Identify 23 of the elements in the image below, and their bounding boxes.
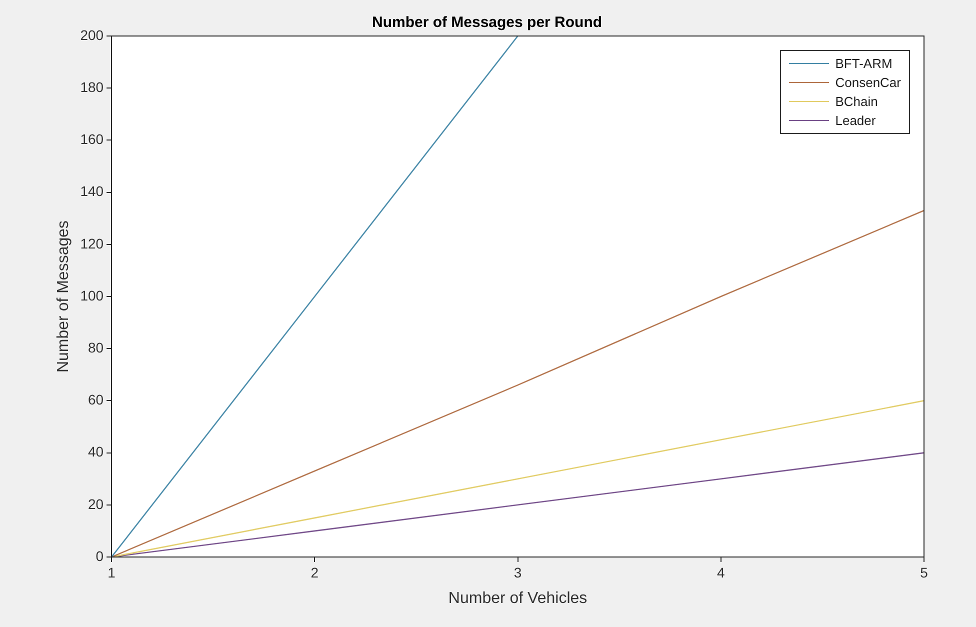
y-tick-label: 60: [88, 392, 104, 408]
x-axis-title: Number of Vehicles: [448, 590, 588, 607]
y-tick-label: 100: [80, 287, 104, 304]
y-tick-label: 180: [80, 78, 104, 95]
legend-label: BChain: [835, 94, 878, 109]
y-tick-label: 80: [88, 339, 104, 356]
y-tick-label: 160: [80, 131, 104, 148]
y-tick-label: 0: [96, 548, 104, 564]
y-tick-label: 140: [80, 183, 104, 200]
legend-label: Leader: [835, 113, 876, 128]
y-tick-label: 40: [88, 444, 104, 460]
x-tick-label: 1: [108, 564, 116, 580]
y-tick-label: 120: [80, 235, 104, 252]
chart-title: Number of Messages per Round: [372, 14, 602, 32]
x-tick-label: 3: [514, 564, 522, 580]
y-axis-title: Number of Messages: [55, 220, 72, 373]
y-tick-label: 20: [88, 496, 104, 512]
legend-label: BFT-ARM: [835, 56, 892, 71]
x-tick-label: 4: [716, 564, 725, 580]
legend-label: ConsenCar: [835, 75, 901, 90]
y-tick-label: 200: [80, 26, 104, 43]
x-tick-label: 2: [310, 564, 319, 580]
x-tick-label: 5: [920, 564, 928, 580]
